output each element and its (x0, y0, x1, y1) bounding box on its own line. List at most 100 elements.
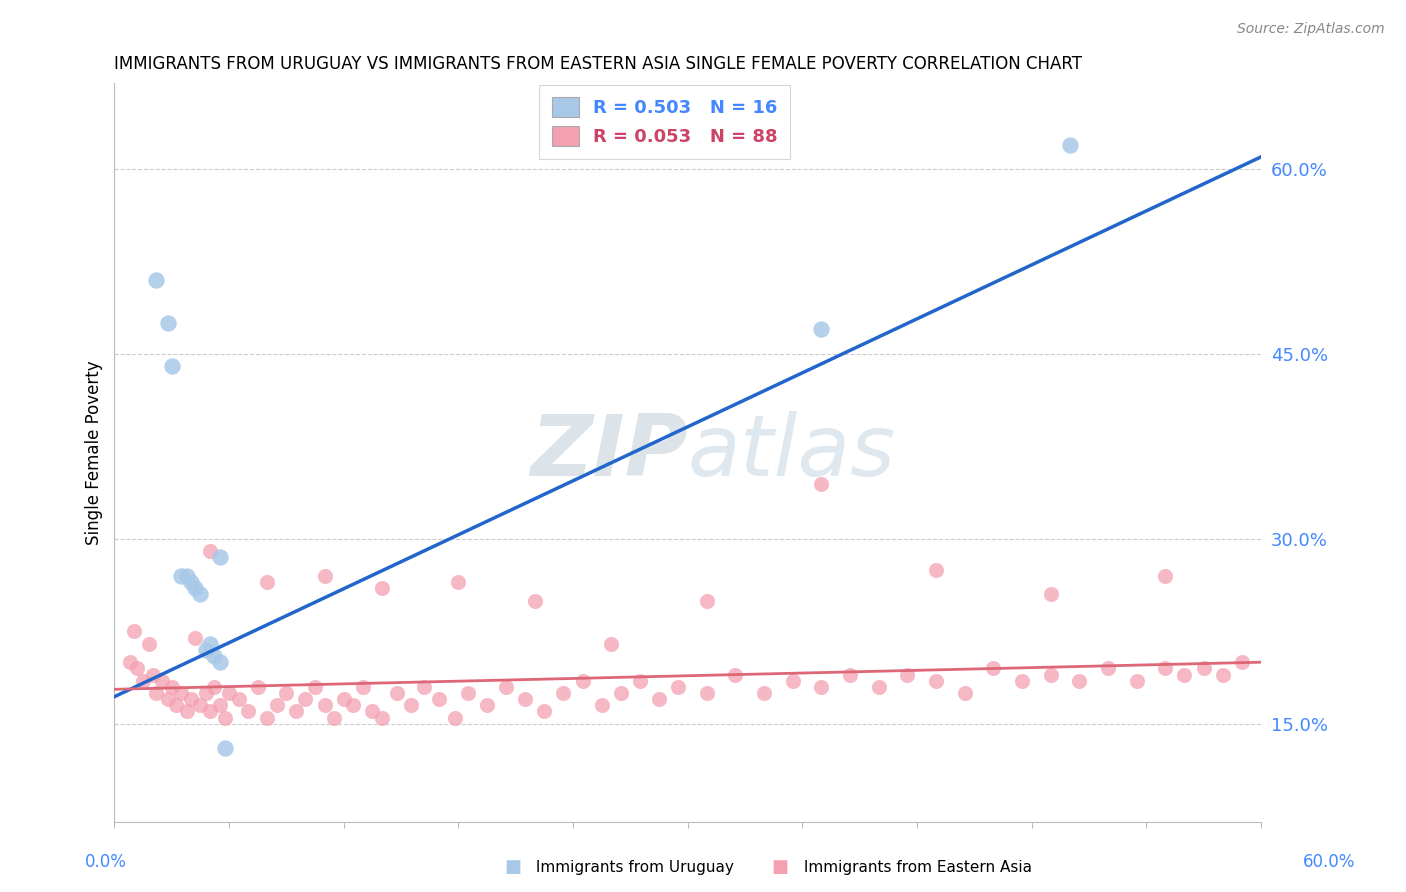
Point (342, 698, 364, 713)
Point (180, 692, 202, 706)
Point (648, 692, 671, 706)
Point (696, 593, 718, 607)
Legend: R = 0.503   N = 16, R = 0.053   N = 88: R = 0.503 N = 16, R = 0.053 N = 88 (538, 85, 790, 159)
Point (214, 711, 236, 725)
Point (142, 667, 165, 681)
Y-axis label: Single Female Poverty: Single Female Poverty (86, 360, 103, 545)
Point (294, 692, 316, 706)
Point (246, 680, 269, 694)
Point (571, 673, 593, 688)
Point (156, 316, 179, 330)
Point (925, 563, 948, 577)
Point (256, 575, 278, 590)
Point (533, 705, 555, 719)
Point (447, 575, 470, 590)
Point (314, 569, 336, 583)
Point (515, 692, 537, 706)
Point (1154, 569, 1177, 583)
Text: ZIP: ZIP (530, 411, 688, 494)
Point (387, 686, 409, 700)
Point (170, 569, 193, 583)
Point (868, 680, 890, 694)
Point (176, 569, 198, 583)
Point (276, 686, 298, 700)
Text: 0.0%: 0.0% (84, 853, 127, 871)
Point (361, 705, 384, 719)
Point (160, 359, 183, 374)
Point (839, 667, 862, 681)
Point (925, 673, 948, 688)
Point (266, 698, 288, 713)
Point (208, 655, 231, 669)
Point (782, 673, 804, 688)
Text: 60.0%: 60.0% (1302, 853, 1355, 871)
Point (600, 637, 623, 651)
Point (122, 624, 145, 639)
Point (457, 686, 479, 700)
Point (238, 705, 260, 719)
Point (195, 686, 218, 700)
Point (1212, 667, 1234, 681)
Point (208, 698, 231, 713)
Point (118, 655, 141, 669)
Point (427, 692, 450, 706)
Point (724, 667, 747, 681)
Point (170, 686, 193, 700)
Text: IMMIGRANTS FROM URUGUAY VS IMMIGRANTS FROM EASTERN ASIA SINGLE FEMALE POVERTY CO: IMMIGRANTS FROM URUGUAY VS IMMIGRANTS FR… (114, 55, 1083, 73)
Text: ■: ■ (772, 858, 789, 876)
Point (160, 680, 183, 694)
Text: Immigrants from Uruguay: Immigrants from Uruguay (531, 861, 734, 875)
Text: Immigrants from Eastern Asia: Immigrants from Eastern Asia (799, 861, 1032, 875)
Point (666, 680, 689, 694)
Point (495, 680, 517, 694)
Point (810, 680, 832, 694)
Point (1173, 667, 1195, 681)
Point (256, 711, 278, 725)
Point (202, 648, 225, 663)
Point (1097, 661, 1119, 675)
Point (198, 544, 221, 558)
Point (284, 705, 307, 719)
Point (413, 680, 436, 694)
Point (399, 698, 422, 713)
Point (214, 741, 236, 756)
Point (1039, 587, 1062, 601)
Point (198, 637, 221, 651)
Point (132, 673, 155, 688)
Point (810, 322, 832, 336)
Point (176, 705, 198, 719)
Point (1125, 673, 1147, 688)
Point (190, 698, 212, 713)
Point (127, 661, 149, 675)
Text: Source: ZipAtlas.com: Source: ZipAtlas.com (1237, 22, 1385, 37)
Point (1039, 667, 1062, 681)
Point (1192, 661, 1215, 675)
Point (371, 711, 394, 725)
Point (896, 667, 918, 681)
Point (1230, 655, 1253, 669)
Point (443, 711, 465, 725)
Point (218, 686, 240, 700)
Point (628, 673, 651, 688)
Point (208, 550, 231, 565)
Point (1154, 661, 1177, 675)
Point (304, 680, 326, 694)
Point (145, 273, 167, 287)
Point (183, 631, 205, 645)
Point (165, 698, 187, 713)
Point (475, 698, 498, 713)
Point (150, 673, 173, 688)
Point (696, 686, 718, 700)
Point (553, 686, 575, 700)
Point (1059, 137, 1081, 152)
Point (323, 711, 346, 725)
Point (198, 705, 221, 719)
Point (810, 476, 832, 491)
Point (202, 680, 225, 694)
Point (138, 637, 160, 651)
Point (314, 698, 336, 713)
Point (1011, 673, 1033, 688)
Point (352, 680, 374, 694)
Point (332, 692, 354, 706)
Point (752, 686, 775, 700)
